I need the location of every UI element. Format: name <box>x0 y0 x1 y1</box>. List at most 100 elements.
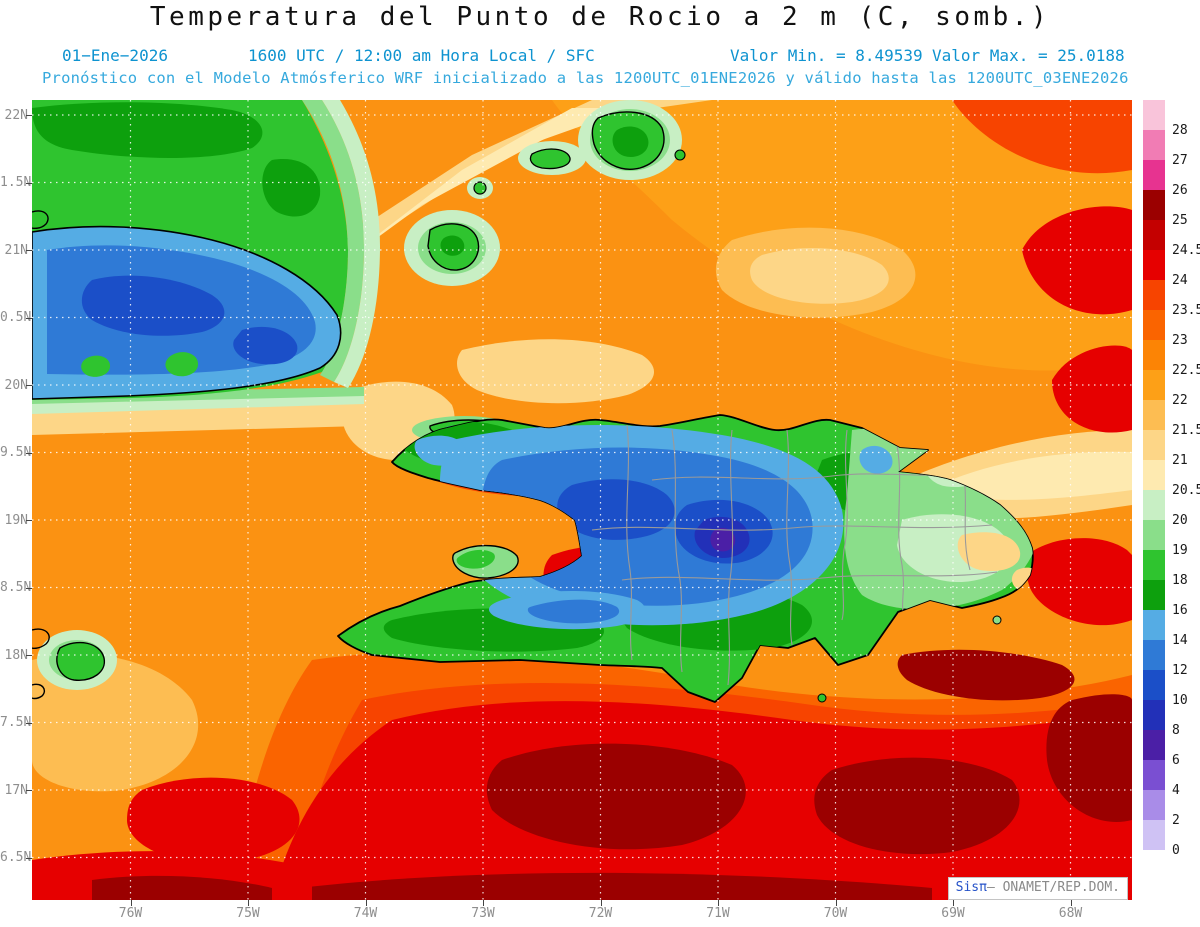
darkred-sw-corner <box>92 875 272 900</box>
colorbar-segment <box>1143 730 1165 760</box>
red-blob-east-3 <box>1024 538 1132 626</box>
grid-lines <box>32 100 1132 900</box>
colorbar-label: 21.5 <box>1172 422 1200 438</box>
lat-tick <box>26 250 32 251</box>
lon-label: 71W <box>706 906 730 921</box>
lon-label: 73W <box>471 906 495 921</box>
colorbar-segment <box>1143 850 1165 880</box>
lat-tick <box>26 857 32 859</box>
colorbar-segment <box>1143 310 1165 340</box>
darkred-bottom-strip <box>282 872 932 900</box>
colorbar-label: 14 <box>1172 632 1188 648</box>
lat-label: 6.5N <box>0 850 32 865</box>
lon-tick <box>718 900 719 906</box>
lat-tick <box>26 385 32 386</box>
gonave-green <box>456 549 495 569</box>
lat-label: 22N <box>4 107 28 123</box>
lon-tick <box>365 900 367 906</box>
lat-tick <box>26 587 32 589</box>
colorbar-label: 8 <box>1172 722 1180 738</box>
dewpoint-field-map <box>32 100 1132 900</box>
colorbar-label: 4 <box>1172 782 1180 798</box>
edge-coast-1 <box>32 210 49 230</box>
cuba-green-rim-light <box>302 100 364 382</box>
left-edge-coast-marks <box>32 210 117 700</box>
paleyellow-blob-ne <box>750 247 889 304</box>
lat-label: 0.5N <box>0 310 32 325</box>
darkred-blob-1 <box>486 743 746 850</box>
lat-tick <box>26 722 32 724</box>
inagua-darkgreen <box>440 235 465 256</box>
min-value-label: Valor Min. = 8.49539 <box>730 46 923 65</box>
lat-label: 1.5N <box>0 175 32 190</box>
admin-borders <box>591 424 998 686</box>
lon-label: 72W <box>588 906 613 921</box>
cuba-blue-dark-1 <box>81 275 225 336</box>
colorbar-segment <box>1143 760 1165 790</box>
colorbar-label: 24 <box>1172 272 1188 288</box>
lon-label: 75W <box>236 906 260 921</box>
saona-islet <box>992 615 1002 625</box>
lat-tick <box>26 317 32 319</box>
colorbar-label: 2 <box>1172 812 1180 828</box>
caicos-island <box>529 148 571 170</box>
colorbar-segment <box>1143 460 1165 490</box>
beata-islet <box>817 693 827 703</box>
cuba-blue-dark-2 <box>233 326 298 365</box>
colorbar-segment <box>1143 130 1165 160</box>
watermark-badge: Sisπ– ONAMET/REP.DOM. <box>947 877 1128 900</box>
page-title: Temperatura del Punto de Rocio a 2 m (C,… <box>149 2 1051 32</box>
lon-tick <box>600 900 602 906</box>
colorbar-label: 25 <box>1172 212 1188 228</box>
lat-label: 17N <box>4 782 28 798</box>
nw-pen-blue <box>414 435 466 466</box>
peninsula-midblue <box>527 599 620 624</box>
small-islands-north <box>404 100 686 286</box>
colorbar-segment <box>1143 640 1165 670</box>
colorbar-segment <box>1143 250 1165 280</box>
colorbar-segment <box>1143 430 1165 460</box>
cuba-darkgreen-2 <box>262 159 321 217</box>
lat-label: 19N <box>4 512 28 528</box>
colorbar-label: 21 <box>1172 452 1188 468</box>
darkred-blob-3 <box>1046 694 1132 822</box>
colorbar-segment <box>1143 190 1165 220</box>
colorbar-label: 22.5 <box>1172 362 1200 378</box>
lon-label: 74W <box>353 906 378 921</box>
lat-label: 7.5N <box>0 715 32 730</box>
lat-label: 18N <box>4 647 28 663</box>
colorbar-segment <box>1143 220 1165 250</box>
edge-coast-3 <box>32 683 46 700</box>
lon-tick <box>483 900 484 906</box>
colorbar-label: 22 <box>1172 392 1188 408</box>
max-value-label: Valor Max. = 25.0188 <box>932 46 1125 65</box>
turks-darkgreen <box>612 126 649 157</box>
lat-label: 21N <box>4 242 28 258</box>
lon-label: 76W <box>118 906 143 921</box>
colorbar-segment <box>1143 520 1165 550</box>
colorbar-label: 24.5 <box>1172 242 1200 258</box>
lat-tick <box>26 655 32 656</box>
colorbar-label: 27 <box>1172 152 1188 168</box>
hispaniola <box>337 414 1034 703</box>
colorbar-label: 6 <box>1172 752 1180 768</box>
tiny-cay <box>473 181 487 195</box>
east-cay <box>674 149 686 161</box>
cuba-green-spot-2 <box>81 355 111 377</box>
darkred-blob-2 <box>814 757 1020 855</box>
colorbar-label: 20 <box>1172 512 1188 528</box>
colorbar-segment <box>1143 370 1165 400</box>
sw-islet <box>56 641 106 681</box>
paleyellow-tongue <box>457 339 654 404</box>
lon-label: 70W <box>823 906 848 921</box>
colorbar-segment <box>1143 550 1165 580</box>
colorbar-label: 19 <box>1172 542 1188 558</box>
lat-label: 9.5N <box>0 445 32 460</box>
red-blob-sw <box>127 777 300 863</box>
colorbar-segment <box>1143 820 1165 850</box>
orangered-streak-topright <box>952 100 1132 174</box>
edge-coast-2 <box>32 628 50 650</box>
colorbar-segment <box>1143 610 1165 640</box>
colorbar-label: 10 <box>1172 692 1188 708</box>
